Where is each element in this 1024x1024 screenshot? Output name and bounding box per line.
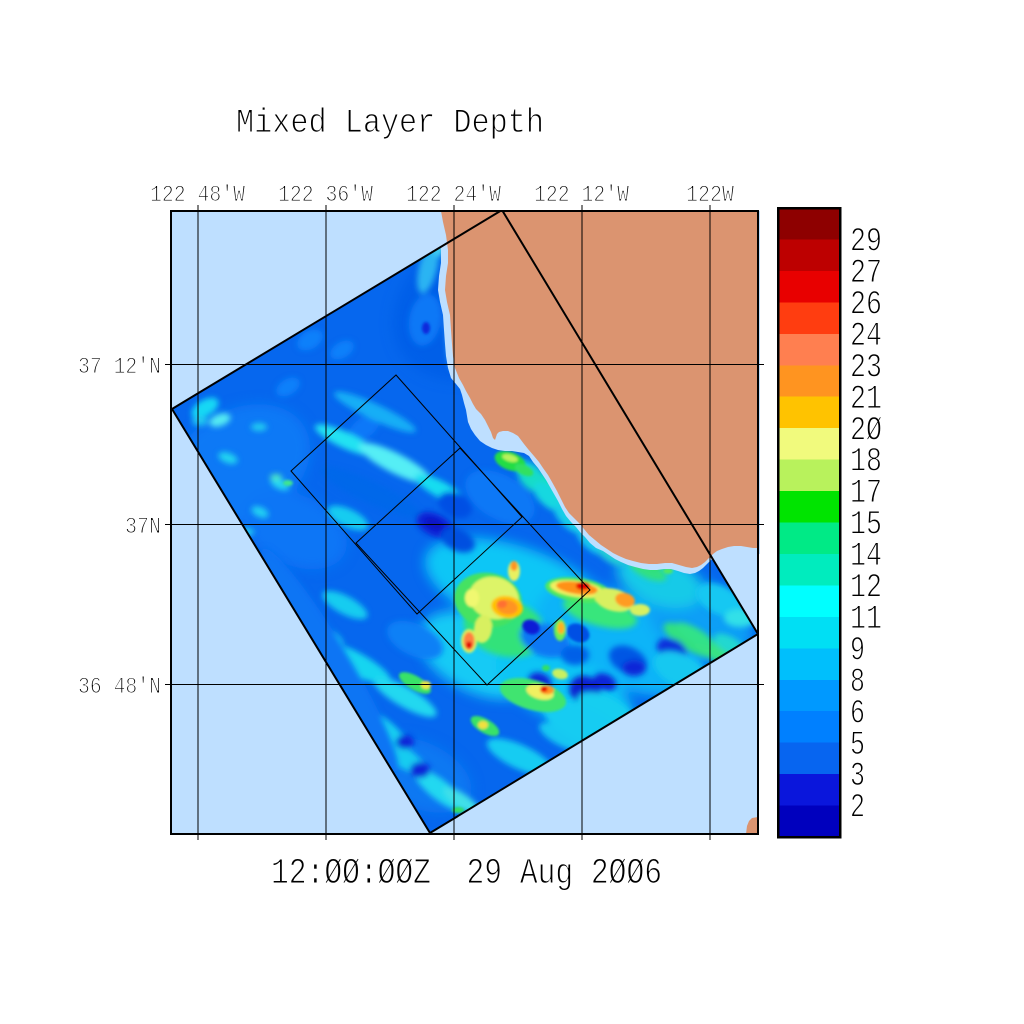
svg-text:6: 6 xyxy=(850,695,865,733)
svg-text:11: 11 xyxy=(850,601,882,639)
svg-text:36 48'N: 36 48'N xyxy=(78,674,161,700)
svg-text:5: 5 xyxy=(850,727,865,765)
svg-text:8: 8 xyxy=(850,664,865,702)
svg-text:21: 21 xyxy=(850,381,882,419)
svg-text:17: 17 xyxy=(850,475,882,513)
svg-text:122 48'W: 122 48'W xyxy=(150,182,245,208)
svg-text:9: 9 xyxy=(850,632,865,670)
svg-text:37N: 37N xyxy=(125,514,161,540)
svg-text:14: 14 xyxy=(850,538,882,576)
svg-text:26: 26 xyxy=(850,287,882,325)
svg-text:37 12'N: 37 12'N xyxy=(78,354,161,380)
svg-text:18: 18 xyxy=(850,444,882,482)
svg-text:2Ø: 2Ø xyxy=(850,412,882,450)
svg-text:122 24'W: 122 24'W xyxy=(406,182,501,208)
svg-text:29: 29 xyxy=(850,224,882,262)
svg-text:122 36'W: 122 36'W xyxy=(278,182,373,208)
svg-text:2: 2 xyxy=(850,790,865,828)
svg-text:27: 27 xyxy=(850,255,882,293)
svg-text:122W: 122W xyxy=(686,182,734,208)
svg-text:24: 24 xyxy=(850,318,882,356)
svg-text:15: 15 xyxy=(850,507,882,545)
svg-text:122 12'W: 122 12'W xyxy=(534,182,629,208)
svg-text:12: 12 xyxy=(850,570,882,608)
svg-text:Mixed Layer Depth: Mixed Layer Depth xyxy=(236,105,544,143)
svg-text:23: 23 xyxy=(850,349,882,387)
svg-text:3: 3 xyxy=(850,758,865,796)
svg-text:12:ØØ:ØØZ 29 Aug 2ØØ6: 12:ØØ:ØØZ 29 Aug 2ØØ6 xyxy=(271,853,662,894)
